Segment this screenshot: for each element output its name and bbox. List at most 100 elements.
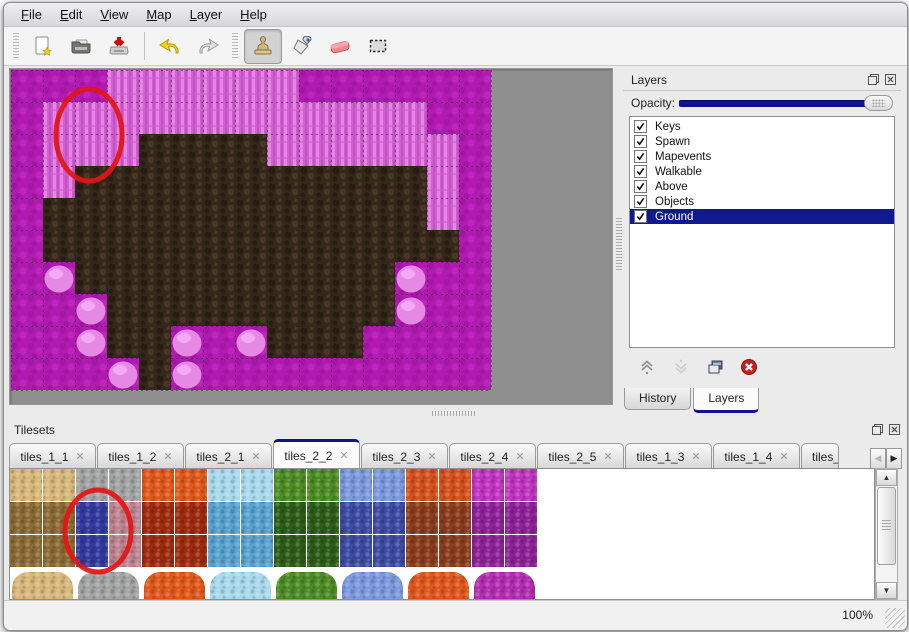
menu-item-edit[interactable]: Edit xyxy=(59,7,83,22)
layer-visibility-checkbox[interactable] xyxy=(634,195,647,208)
eraser-tool-button[interactable] xyxy=(322,30,358,63)
float-panel-icon[interactable] xyxy=(871,423,884,436)
tilesets-panel-header: Tilesets xyxy=(6,420,905,439)
tileset-tab-tiles_2_1[interactable]: tiles_2_1 ✕ xyxy=(185,443,272,469)
toolbar-grip[interactable] xyxy=(232,33,238,59)
duplicate-layer-button[interactable] xyxy=(705,359,725,379)
layer-row-ground[interactable]: Ground xyxy=(630,209,894,224)
layer-name: Mapevents xyxy=(655,150,712,163)
tileset-canvas[interactable] xyxy=(9,468,875,600)
tab-close-icon[interactable]: ✕ xyxy=(691,451,701,463)
menu-item-layer[interactable]: Layer xyxy=(189,7,223,22)
panel-tab-history[interactable]: History xyxy=(624,388,692,410)
layer-row-objects[interactable]: Objects xyxy=(630,194,894,209)
select-tool-button[interactable] xyxy=(360,30,396,63)
tab-close-icon[interactable]: ✕ xyxy=(339,450,349,462)
fill-tool-icon xyxy=(289,34,315,58)
tab-close-icon[interactable]: ✕ xyxy=(427,451,437,463)
toolbar-separator xyxy=(144,32,145,60)
tileset-tab-tiles_2_5[interactable]: tiles_2_5 ✕ xyxy=(537,443,624,469)
scroll-up-icon[interactable]: ▲ xyxy=(876,469,897,486)
vertical-splitter[interactable] xyxy=(615,68,623,405)
tab-close-icon[interactable]: ✕ xyxy=(779,451,789,463)
new-file-icon xyxy=(31,34,55,58)
undo-icon xyxy=(157,34,183,58)
layer-name: Walkable xyxy=(655,165,702,178)
layer-name: Ground xyxy=(655,210,694,223)
new-file-button[interactable] xyxy=(25,30,61,63)
tab-close-icon[interactable]: ✕ xyxy=(251,451,261,463)
tileset-tab-tiles_1_4[interactable]: tiles_1_4 ✕ xyxy=(713,443,800,469)
close-panel-icon[interactable] xyxy=(888,423,901,436)
close-panel-icon[interactable] xyxy=(884,73,897,86)
tileset-tab-tiles_1_2[interactable]: tiles_1_2 ✕ xyxy=(97,443,184,469)
tileset-tab-tiles_2_3[interactable]: tiles_2_3 ✕ xyxy=(361,443,448,469)
menu-item-help[interactable]: Help xyxy=(240,7,267,22)
stamp-tool-button[interactable] xyxy=(244,28,282,64)
map-annotation-ellipse xyxy=(53,86,125,184)
tileset-tab-bar: tiles_1_1 ✕ tiles_1_2 ✕ tiles_2_1 ✕ tiles_2_2 ✕… xyxy=(9,439,902,469)
tab-close-icon[interactable]: ✕ xyxy=(515,451,525,463)
map-canvas[interactable] xyxy=(9,68,613,405)
opacity-label: Opacity: xyxy=(631,96,676,110)
opacity-slider-handle[interactable] xyxy=(864,95,893,111)
tileset-tab-tiles_2_2[interactable]: tiles_2_2 ✕ xyxy=(273,439,360,469)
grip-dots-icon xyxy=(872,99,885,107)
menu-item-view[interactable]: View xyxy=(100,7,129,22)
undo-button[interactable] xyxy=(152,30,188,63)
grip-dots-icon xyxy=(882,520,891,532)
delete-layer-icon xyxy=(740,358,758,381)
scrollbar-thumb[interactable] xyxy=(877,487,896,565)
layer-row-above[interactable]: Above xyxy=(630,179,894,194)
resize-grip[interactable] xyxy=(885,608,905,628)
menu-item-map[interactable]: Map xyxy=(146,7,172,22)
move-layer-up-button[interactable] xyxy=(637,359,657,379)
tileset-tab-label: tiles_2_5 xyxy=(548,449,597,464)
tileset-tab-tiles_1[interactable]: tiles_1_ xyxy=(801,443,839,469)
layers-panel-header: Layers xyxy=(623,69,901,90)
menu-item-file[interactable]: File xyxy=(21,7,42,22)
tab-close-icon[interactable]: ✕ xyxy=(603,451,613,463)
layer-row-mapevents[interactable]: Mapevents xyxy=(630,149,894,164)
fill-tool-button[interactable] xyxy=(284,30,320,63)
layer-visibility-checkbox[interactable] xyxy=(634,165,647,178)
layer-row-walkable[interactable]: Walkable xyxy=(630,164,894,179)
tileset-scrollbar[interactable]: ▲ ▼ xyxy=(875,468,898,600)
redo-button[interactable] xyxy=(190,30,226,63)
open-file-button[interactable] xyxy=(63,30,99,63)
tileset-tab-label: tiles_2_4 xyxy=(460,449,509,464)
toolbar xyxy=(4,27,907,66)
tileset-tab-tiles_1_3[interactable]: tiles_1_3 ✕ xyxy=(625,443,712,469)
layer-name: Keys xyxy=(655,120,681,133)
horizontal-splitter[interactable] xyxy=(4,409,620,418)
opacity-row: Opacity: xyxy=(623,91,901,115)
panel-tab-layers[interactable]: Layers xyxy=(693,388,760,413)
tab-scroll-right-icon[interactable]: ▶ xyxy=(886,448,902,469)
move-layer-down-button[interactable] xyxy=(671,359,691,379)
tileset-tiles[interactable] xyxy=(10,469,874,599)
scroll-down-icon[interactable]: ▼ xyxy=(876,582,897,599)
tileset-tab-tiles_2_4[interactable]: tiles_2_4 ✕ xyxy=(449,443,536,469)
map-tiles[interactable] xyxy=(11,70,493,392)
layer-visibility-checkbox[interactable] xyxy=(634,150,647,163)
tileset-tab-label: tiles_1_2 xyxy=(108,449,157,464)
tab-scroll-left-icon[interactable]: ◀ xyxy=(870,448,886,469)
layer-visibility-checkbox[interactable] xyxy=(634,120,647,133)
layer-visibility-checkbox[interactable] xyxy=(634,180,647,193)
tab-close-icon[interactable]: ✕ xyxy=(75,451,85,463)
layer-visibility-checkbox[interactable] xyxy=(634,210,647,223)
layer-row-keys[interactable]: Keys xyxy=(630,119,894,134)
layers-toolbar xyxy=(629,353,895,385)
move-layer-down-icon xyxy=(672,358,690,381)
panel-tab-bar: History Layers xyxy=(624,388,761,414)
tab-close-icon[interactable]: ✕ xyxy=(163,451,173,463)
save-file-button[interactable] xyxy=(101,30,137,63)
layers-list: Keys Spawn Mapevents Walkable Above Objects Gr… xyxy=(629,116,895,348)
layer-visibility-checkbox[interactable] xyxy=(634,135,647,148)
tileset-tab-tiles_1_1[interactable]: tiles_1_1 ✕ xyxy=(9,443,96,469)
layer-row-spawn[interactable]: Spawn xyxy=(630,134,894,149)
tileset-tab-label: tiles_1_4 xyxy=(724,449,773,464)
opacity-slider[interactable] xyxy=(679,94,893,112)
delete-layer-button[interactable] xyxy=(739,358,759,381)
float-panel-icon[interactable] xyxy=(867,73,880,86)
